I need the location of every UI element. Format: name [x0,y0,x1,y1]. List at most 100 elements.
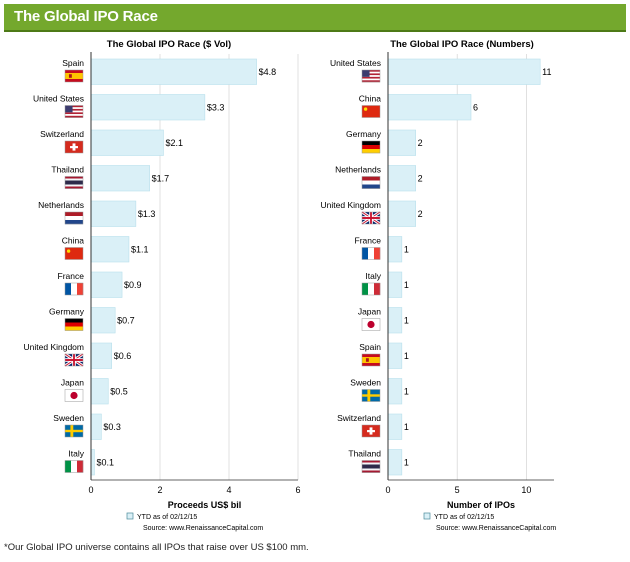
flag-part [65,107,83,110]
sweden-flag [64,424,84,438]
category-label: Thailand [348,449,381,459]
flag-part [65,359,83,361]
flag-part [365,358,369,362]
flag-part [65,429,83,433]
bar [387,378,403,405]
flag-border [361,69,381,83]
flag-part [362,70,380,72]
flag-part [65,182,83,185]
flag-border [361,424,381,438]
x-tick-label: 4 [226,485,231,495]
bar-value-label: 1 [404,386,409,396]
flag-part [65,105,73,113]
sweden-flag [361,389,381,402]
category-label: Switzerland [337,413,381,423]
bar [90,200,137,227]
page-title: The Global IPO Race [14,8,158,25]
switzerland-flag [361,424,381,438]
category-label: United States [33,94,84,104]
flag-part [66,249,71,253]
bar-value-label: $0.9 [124,280,142,290]
flag-part [71,460,78,473]
bar-value-label: $0.6 [114,351,132,361]
flag-border [64,105,84,118]
flag-border [361,282,381,296]
flag-border [361,318,381,331]
flag-border [361,105,381,118]
category-label: Japan [358,307,381,317]
bar [387,94,472,121]
flag-part [65,326,83,331]
flag-part [362,466,380,469]
source-note: Source: www.RenaissanceCapital.com [143,525,263,532]
flag-part [65,318,83,323]
category-label: United States [330,58,381,68]
x-tick-label: 2 [157,485,162,495]
flag-border [64,211,84,225]
flag-part [362,76,380,79]
flag-part [77,283,84,295]
bar [90,165,150,192]
bar-value-label: 1 [404,457,409,467]
netherlands-flag [64,211,84,225]
legend-label: YTD as of 02/12/15 [434,514,494,521]
flag-part [65,322,83,327]
flag-part [71,283,78,295]
bar [90,129,164,156]
flag-part [77,460,84,473]
flag-part [362,180,380,185]
flag-part [362,70,370,77]
switzerland-flag [64,140,84,154]
flag-border [64,247,84,260]
flag-part [362,105,380,118]
flag-part [374,247,381,260]
bar-value-label: $0.3 [103,422,121,432]
source-note: Source: www.RenaissanceCapital.com [436,525,556,532]
bar-value-label: $4.8 [259,67,277,77]
flag-part [70,391,78,400]
category-label: Thailand [51,165,84,175]
flag-part [362,75,380,78]
flag-part [65,112,83,115]
bar-value-label: $1.1 [131,244,149,254]
flag-part [65,460,72,473]
bar [387,449,403,476]
category-label: Germany [346,129,382,139]
spain-flag [64,69,84,83]
bar [90,378,109,405]
flag-part [65,186,83,189]
flag-border [361,140,381,154]
category-label: Switzerland [40,129,84,139]
flag-part [367,430,375,433]
bar [90,271,123,298]
germany-flag [361,140,381,154]
category-label: United Kingdom [321,200,381,210]
flag-border [64,389,84,402]
flag-part [65,212,83,217]
bar [387,342,403,369]
x-tick-label: 6 [295,485,300,495]
bar-value-label: 1 [404,244,409,254]
bar-value-label: 1 [404,315,409,325]
bar [387,413,403,440]
bar-value-label: 6 [473,102,478,112]
flag-border [361,460,381,473]
flag-part [362,176,380,181]
flag-border [64,353,84,367]
flag-part [65,114,83,116]
x-axis-title: Number of IPOs [447,500,515,510]
flag-part [362,460,380,463]
category-label: Netherlands [335,165,381,175]
flag-part [65,110,83,113]
bar-value-label: $3.3 [207,102,225,112]
x-tick-label: 5 [455,485,460,495]
flag-part [367,320,375,329]
x-tick-label: 0 [88,485,93,495]
flag-part [68,74,72,78]
flag-part [362,73,380,76]
bar-value-label: 1 [404,280,409,290]
flag-part [362,470,380,473]
bar [387,58,541,85]
flag-part [362,145,380,150]
flag-part [65,115,83,118]
